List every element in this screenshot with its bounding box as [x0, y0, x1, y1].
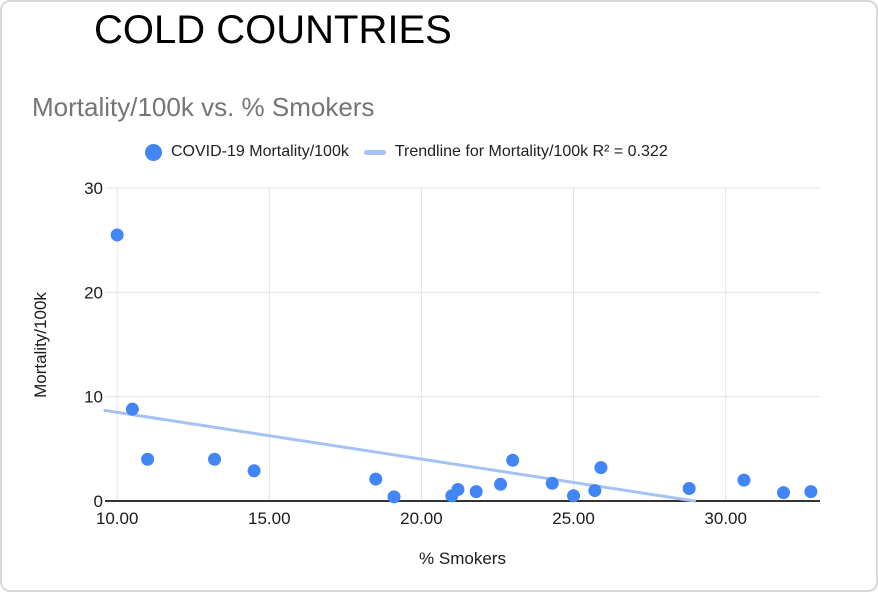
data-point[interactable]	[682, 481, 696, 495]
legend-trendline-label: Trendline for Mortality/100k R² = 0.322	[394, 143, 668, 160]
y-tick-label: 20	[84, 283, 103, 302]
x-tick-label: 10.00	[96, 509, 139, 528]
data-point[interactable]	[208, 452, 222, 466]
x-tick-label: 15.00	[248, 509, 291, 528]
data-point[interactable]	[369, 472, 383, 486]
data-point[interactable]	[247, 464, 261, 478]
data-point[interactable]	[110, 228, 124, 242]
data-point[interactable]	[776, 486, 790, 500]
y-tick-label: 10	[84, 388, 103, 407]
data-point[interactable]	[588, 484, 602, 498]
data-point[interactable]	[506, 453, 520, 467]
data-point[interactable]	[125, 402, 139, 416]
data-point[interactable]	[141, 452, 155, 466]
trendline[interactable]	[103, 408, 696, 503]
data-point[interactable]	[469, 485, 483, 499]
data-point[interactable]	[451, 483, 465, 497]
series-dot-marker-icon	[145, 143, 162, 161]
legend-series-label: COVID-19 Mortality/100k	[171, 143, 349, 160]
chart-legend: COVID-19 Mortality/100k Trendline for Mo…	[145, 143, 668, 161]
x-axis-title: % Smokers	[419, 549, 506, 568]
data-point[interactable]	[737, 473, 751, 487]
data-point[interactable]	[545, 476, 559, 490]
legend-item-series[interactable]: COVID-19 Mortality/100k	[145, 143, 349, 161]
x-tick-label: 25.00	[552, 509, 595, 528]
data-point[interactable]	[567, 489, 581, 503]
y-tick-label: 0	[94, 492, 103, 511]
chart-subtitle: Mortality/100k vs. % Smokers	[32, 92, 375, 122]
data-point[interactable]	[494, 477, 508, 491]
y-tick-label: 30	[84, 179, 103, 198]
data-point[interactable]	[804, 485, 818, 499]
page-title: COLD COUNTRIES	[94, 8, 452, 52]
legend-item-trendline[interactable]: Trendline for Mortality/100k R² = 0.322	[363, 143, 668, 161]
x-tick-label: 20.00	[400, 509, 443, 528]
y-axis-title: Mortality/100k	[31, 292, 50, 398]
x-tick-label: 30.00	[704, 509, 747, 528]
trendline-marker-icon	[363, 149, 386, 155]
data-point[interactable]	[594, 461, 608, 475]
data-point[interactable]	[387, 490, 401, 504]
